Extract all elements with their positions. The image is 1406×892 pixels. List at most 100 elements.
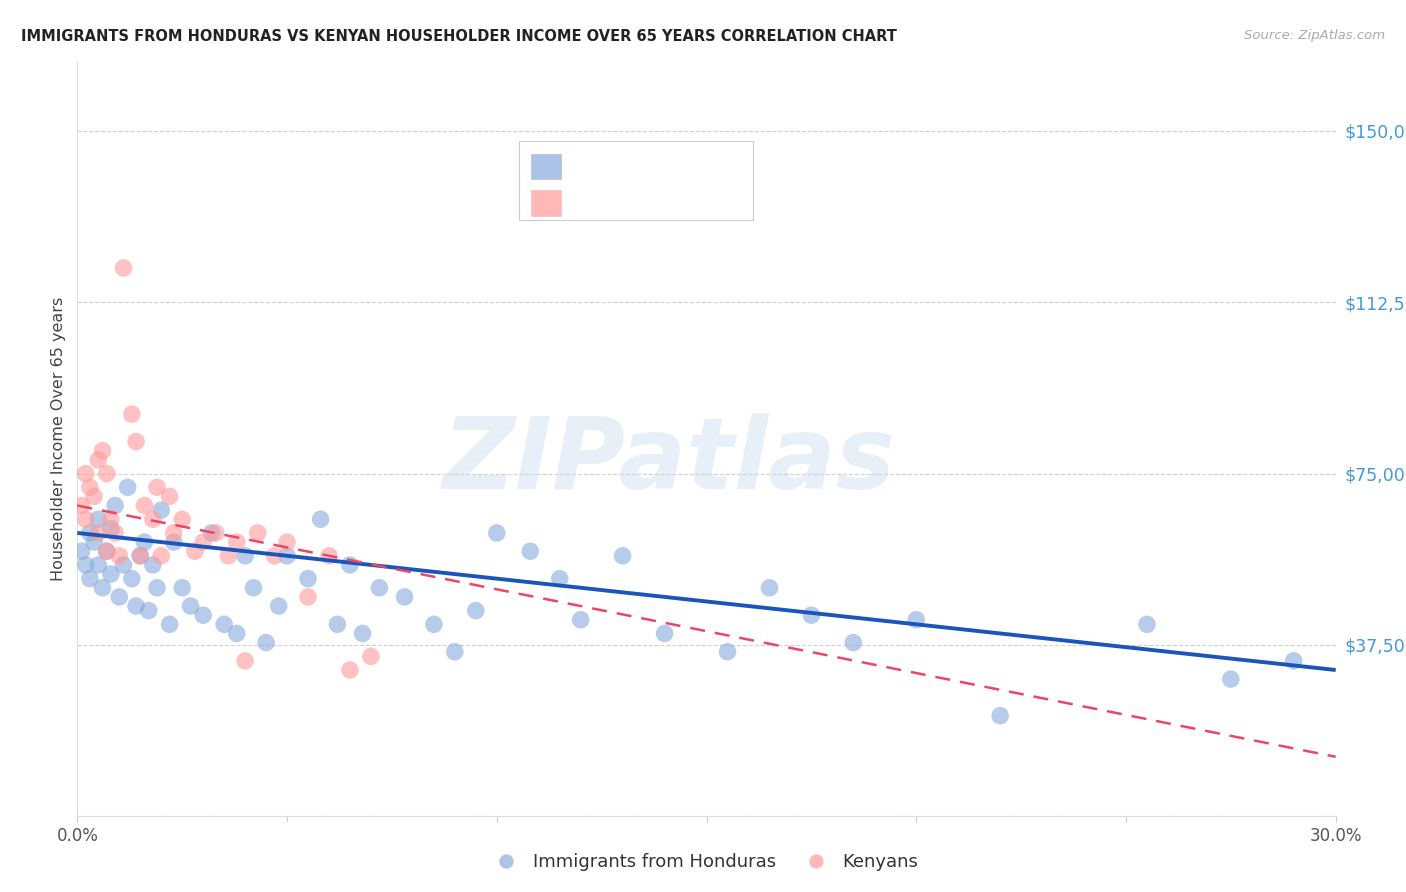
Point <box>146 581 169 595</box>
Point <box>368 581 391 595</box>
Point <box>1219 672 1241 686</box>
Point <box>125 599 148 613</box>
Point <box>326 617 349 632</box>
Point <box>276 549 298 563</box>
Point <box>233 654 256 668</box>
Point <box>163 535 186 549</box>
Point <box>100 521 122 535</box>
Point <box>150 503 173 517</box>
Point <box>352 626 374 640</box>
Point <box>87 558 110 572</box>
Point <box>716 645 738 659</box>
Point <box>104 525 127 540</box>
Text: R =: R = <box>571 195 606 211</box>
Point <box>204 525 226 540</box>
Point <box>360 649 382 664</box>
Point <box>96 544 118 558</box>
Point <box>79 480 101 494</box>
Point <box>75 558 97 572</box>
Point <box>83 535 105 549</box>
Point <box>297 590 319 604</box>
Point <box>988 708 1011 723</box>
Point <box>254 635 277 649</box>
Point <box>129 549 152 563</box>
Point <box>339 558 361 572</box>
Point <box>180 599 202 613</box>
Point <box>112 260 135 275</box>
Legend: Immigrants from Honduras, Kenyans: Immigrants from Honduras, Kenyans <box>481 847 925 879</box>
Text: ZIPatlas: ZIPatlas <box>443 413 896 510</box>
Point <box>309 512 332 526</box>
Point <box>233 549 256 563</box>
Point <box>225 626 247 640</box>
Point <box>83 490 105 504</box>
Point <box>121 572 143 586</box>
Text: IMMIGRANTS FROM HONDURAS VS KENYAN HOUSEHOLDER INCOME OVER 65 YEARS CORRELATION : IMMIGRANTS FROM HONDURAS VS KENYAN HOUSE… <box>21 29 897 44</box>
Point <box>444 645 467 659</box>
Point <box>79 525 101 540</box>
Text: 37: 37 <box>699 195 721 211</box>
Point <box>142 512 165 526</box>
Point <box>125 434 148 449</box>
Point <box>150 549 173 563</box>
Point <box>1282 654 1305 668</box>
Text: R =: R = <box>571 159 606 174</box>
Point <box>96 467 118 481</box>
Point <box>75 512 97 526</box>
Point <box>87 512 110 526</box>
Text: Source: ZipAtlas.com: Source: ZipAtlas.com <box>1244 29 1385 42</box>
Point <box>159 617 181 632</box>
Point <box>79 572 101 586</box>
Point <box>485 525 508 540</box>
Point <box>163 525 186 540</box>
Point <box>394 590 416 604</box>
Point <box>212 617 235 632</box>
Point <box>519 544 541 558</box>
Point <box>758 581 780 595</box>
Text: N =: N = <box>650 159 696 174</box>
Point <box>339 663 361 677</box>
Point <box>96 544 118 558</box>
Point <box>548 572 571 586</box>
Point <box>184 544 207 558</box>
Point <box>91 443 114 458</box>
Point <box>654 626 676 640</box>
Point <box>612 549 634 563</box>
Point <box>172 581 194 595</box>
Point <box>263 549 285 563</box>
Text: 61: 61 <box>699 159 721 174</box>
Point <box>100 512 122 526</box>
Point <box>138 604 160 618</box>
Point <box>104 499 127 513</box>
Point <box>276 535 298 549</box>
Y-axis label: Householder Income Over 65 years: Householder Income Over 65 years <box>51 297 66 582</box>
Point <box>191 608 215 623</box>
Point <box>70 544 93 558</box>
Point <box>242 581 264 595</box>
Point <box>191 535 215 549</box>
Point <box>172 512 194 526</box>
Point <box>217 549 239 563</box>
Point <box>108 590 131 604</box>
Point <box>200 525 222 540</box>
Point <box>423 617 446 632</box>
Point <box>800 608 823 623</box>
Point <box>464 604 486 618</box>
Point <box>134 535 156 549</box>
Point <box>569 613 592 627</box>
Point <box>159 490 181 504</box>
Point <box>246 525 269 540</box>
Point <box>1136 617 1159 632</box>
Point <box>87 525 110 540</box>
Point <box>70 499 93 513</box>
Point <box>117 480 139 494</box>
Point <box>146 480 169 494</box>
Point <box>905 613 928 627</box>
Point <box>134 499 156 513</box>
Point <box>129 549 152 563</box>
Point <box>91 581 114 595</box>
Text: N =: N = <box>650 195 696 211</box>
Point <box>318 549 340 563</box>
Point <box>75 467 97 481</box>
Text: -0.206: -0.206 <box>593 195 651 211</box>
